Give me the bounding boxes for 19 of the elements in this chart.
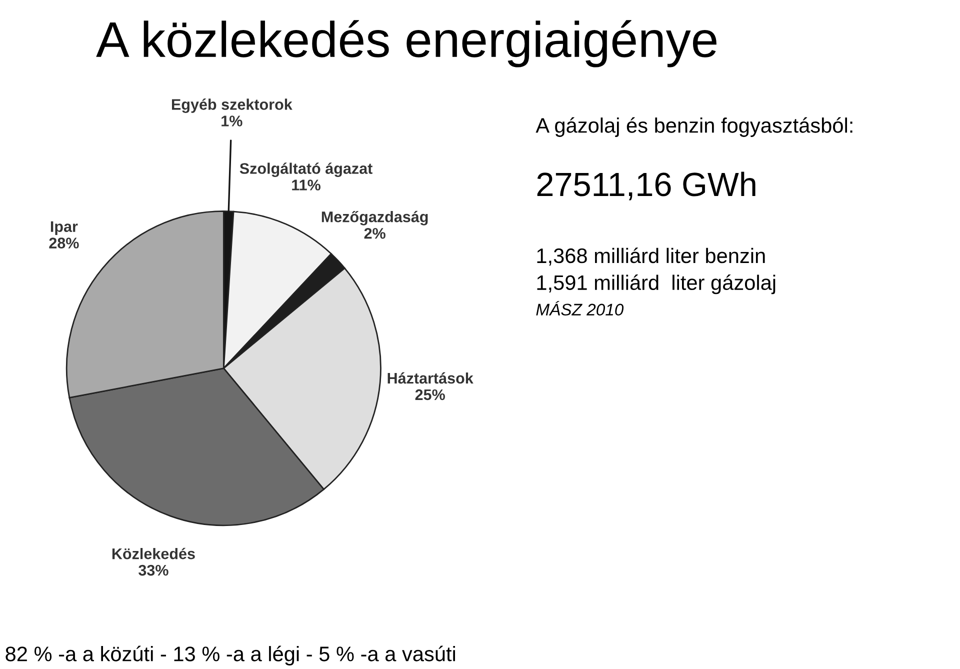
slice-label: Közlekedés (112, 548, 195, 560)
data-label: 33% (138, 564, 168, 576)
slice-label: Szolgáltató ágazat (240, 162, 372, 178)
text: 82 % -a a közúti - 13 % -a a légi - 5 % -a a vasúti (6, 646, 455, 666)
text: 1,368 milliárd liter benzin (537, 248, 765, 266)
slice-label: Mezőgazdaság (322, 210, 428, 226)
data-label: 11% (292, 180, 320, 190)
chart-title: A közlekedés energiaigénye (96, 20, 716, 68)
data-label: 2% (364, 228, 386, 239)
text: MÁSZ 2010 (536, 300, 624, 316)
data-label: 25% (415, 389, 445, 400)
text: 1,591 milliárd liter gázolaj (537, 274, 776, 294)
data-label: 1% (222, 116, 242, 126)
text: 27511,16 GWh (537, 172, 756, 200)
slice-label: Egyéb szektorok (172, 98, 292, 113)
slice-label: Ipar (50, 221, 78, 236)
text: A gázolaj és benzin fogyasztásból: (536, 117, 852, 137)
data-label: 28% (49, 238, 79, 248)
slice-label: Háztartások (388, 372, 474, 384)
